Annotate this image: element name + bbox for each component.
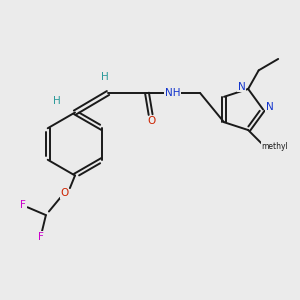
Text: H: H [100,72,108,82]
Text: F: F [38,232,44,242]
Text: N: N [266,102,274,112]
Text: NH: NH [165,88,180,98]
Text: N: N [238,82,245,92]
Text: F: F [20,200,26,211]
Text: methyl: methyl [261,142,288,151]
Text: O: O [147,116,156,126]
Text: O: O [60,188,69,199]
Text: H: H [52,96,60,106]
